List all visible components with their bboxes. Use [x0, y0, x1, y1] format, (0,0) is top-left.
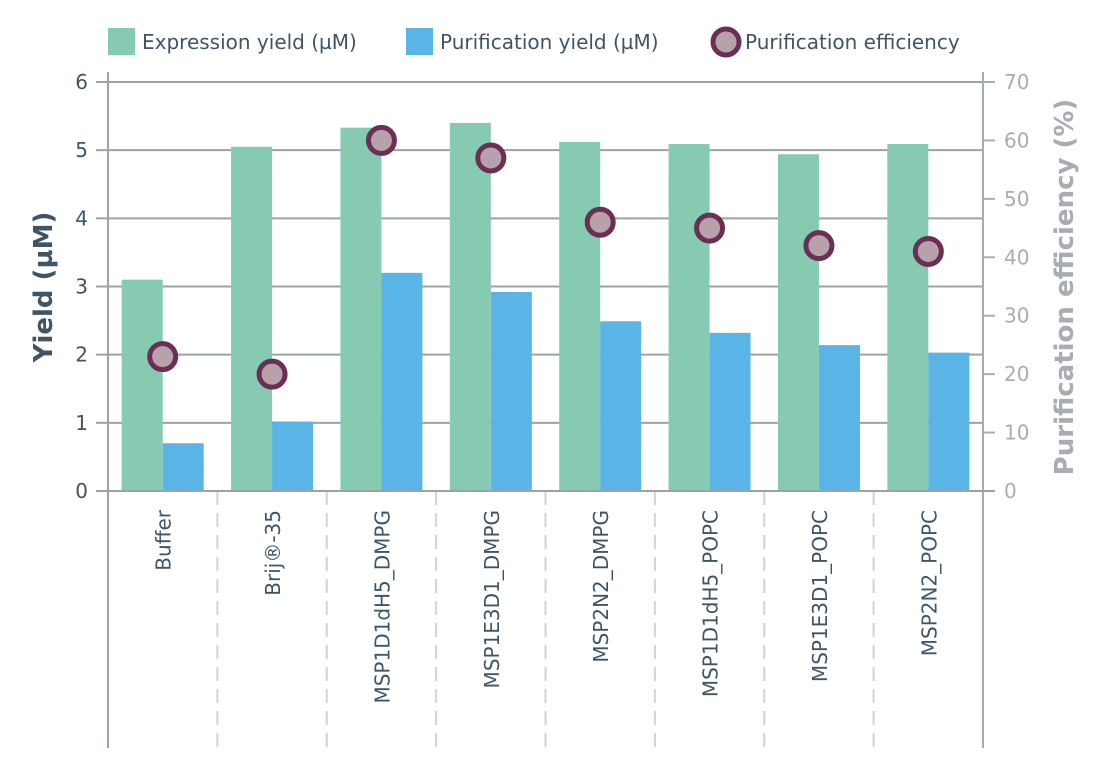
y2-axis-title: Purification efficiency (%) — [1050, 99, 1080, 476]
category-label: MSP2N2_DMPG — [589, 510, 613, 663]
category-dividers — [216, 491, 875, 748]
y2-tick-label: 0 — [1004, 479, 1017, 503]
legend-swatch-expression — [108, 28, 135, 55]
y-axis-title: Yield (µM) — [29, 212, 59, 364]
category-label: Brij®-35 — [261, 510, 285, 596]
purification-yield-bar — [709, 332, 751, 491]
y2-tick-label: 70 — [1004, 70, 1029, 94]
y2-tick-label: 50 — [1004, 187, 1029, 211]
y2-tick-label: 60 — [1004, 128, 1029, 152]
efficiency-point — [694, 212, 726, 244]
category-label: MSP1E3D1_DMPG — [480, 510, 504, 688]
bars — [121, 122, 970, 492]
purification-yield-bar — [272, 421, 314, 491]
expression-yield-bar — [559, 141, 601, 491]
expression-yield-bar — [777, 154, 819, 492]
expression-yield-bar — [887, 144, 929, 491]
legend-swatch-purification — [406, 28, 433, 55]
category-label: Buffer — [152, 509, 176, 570]
efficiency-point — [365, 124, 397, 156]
efficiency-point — [803, 230, 835, 262]
efficiency-point — [912, 235, 944, 267]
legend-marker-efficiency — [710, 26, 742, 58]
legend: Expression yield (µM) Purification yield… — [108, 26, 960, 58]
category-label: MSP2N2_POPC — [917, 510, 941, 656]
legend-label-expression: Expression yield (µM) — [142, 30, 357, 54]
category-label: MSP1E3D1_POPC — [808, 510, 832, 682]
legend-label-efficiency: Purification efficiency — [745, 30, 960, 54]
y-tick-label: 0 — [75, 479, 88, 503]
y2-tick-label: 10 — [1004, 421, 1029, 445]
purification-yield-bar — [490, 291, 532, 491]
y2-tick-label: 20 — [1004, 362, 1029, 386]
y2-tick-label: 30 — [1004, 304, 1029, 328]
purification-yield-bar — [162, 443, 204, 491]
purification-yield-bar — [600, 321, 642, 491]
efficiency-point — [584, 206, 616, 238]
expression-yield-bar — [340, 127, 382, 492]
purification-yield-bar — [381, 272, 423, 491]
efficiency-points — [147, 124, 944, 390]
expression-yield-bar — [231, 146, 273, 491]
expression-yield-bar — [121, 279, 163, 491]
efficiency-point — [256, 358, 288, 390]
efficiency-point — [147, 341, 179, 373]
y-tick-label: 2 — [75, 343, 88, 367]
category-label: MSP1D1dH5_DMPG — [370, 510, 394, 704]
legend-label-purification: Purification yield (µM) — [440, 30, 659, 54]
category-label: MSP1D1dH5_POPC — [699, 510, 723, 697]
efficiency-point — [475, 142, 507, 174]
y2-tick-label: 40 — [1004, 245, 1029, 269]
y-tick-label: 4 — [75, 206, 88, 230]
purification-yield-bar — [928, 352, 970, 491]
y-tick-label: 1 — [75, 411, 88, 435]
expression-yield-bar — [668, 144, 710, 491]
purification-yield-bar — [818, 345, 860, 491]
y-tick-label: 5 — [75, 138, 88, 162]
y-tick-label: 3 — [75, 275, 88, 299]
expression-yield-bar — [449, 122, 491, 492]
axes — [96, 72, 995, 748]
category-labels: Buffer Brij®-35 MSP1D1dH5_DMPG MSP1E3D1_DMP… — [152, 509, 942, 703]
y-tick-label: 6 — [75, 70, 88, 94]
